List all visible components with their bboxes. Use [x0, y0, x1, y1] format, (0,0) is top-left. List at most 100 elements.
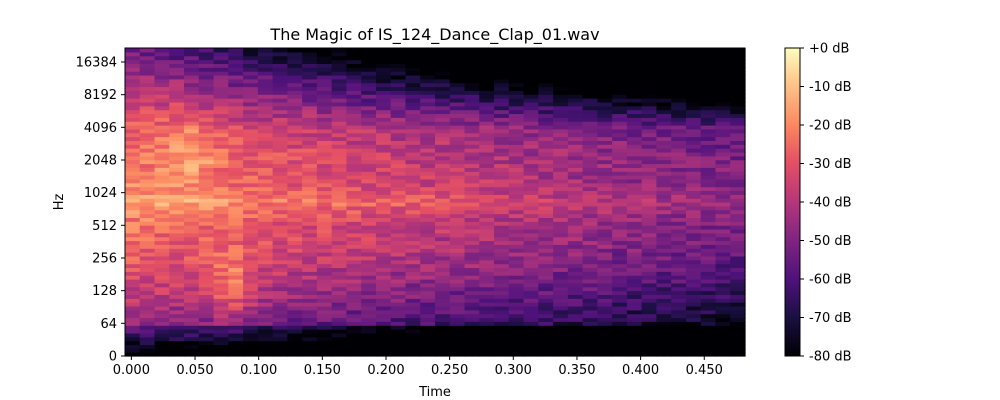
spectrogram-cell: [287, 271, 303, 276]
spectrogram-cell: [125, 136, 141, 141]
spectrogram-cell: [405, 109, 421, 115]
spectrogram-cell: [538, 275, 554, 280]
spectrogram-cell: [538, 113, 554, 118]
spectrogram-cell: [287, 259, 303, 265]
spectrogram-cell: [331, 125, 348, 130]
spectrogram-cell: [213, 302, 229, 307]
spectrogram-cell: [553, 190, 569, 195]
spectrogram-cell: [582, 198, 598, 203]
spectrogram-cell: [656, 71, 672, 76]
spectrogram-cell: [582, 271, 598, 276]
spectrogram-cell: [184, 263, 200, 269]
spectrogram-cell: [553, 148, 569, 153]
spectrogram-cell: [582, 305, 598, 311]
spectrogram-cell: [154, 271, 170, 276]
spectrogram-cell: [169, 255, 185, 261]
spectrogram-cell: [287, 248, 303, 253]
spectrogram-cell: [331, 248, 348, 253]
spectrogram-cell: [287, 182, 303, 188]
spectrogram-cell: [700, 302, 717, 307]
spectrogram-cell: [656, 321, 672, 326]
spectrogram-cell: [685, 321, 702, 326]
spectrogram-cell: [464, 286, 480, 292]
spectrogram-cell: [612, 121, 628, 126]
spectrogram-cell: [671, 186, 687, 192]
spectrogram-cell: [685, 48, 702, 53]
spectrogram-cell: [257, 325, 274, 330]
spectrogram-cell: [523, 136, 539, 141]
spectrogram-cell: [213, 344, 229, 349]
spectrogram-cell: [154, 332, 170, 338]
spectrogram-cell: [612, 255, 628, 261]
spectrogram-cell: [346, 105, 362, 111]
spectrogram-cell: [272, 344, 288, 349]
spectrogram-cell: [582, 332, 598, 338]
spectrogram-cell: [420, 151, 436, 157]
spectrogram-cell: [523, 194, 539, 199]
spectrogram-cell: [302, 259, 318, 265]
spectrogram-cell: [671, 140, 687, 145]
spectrogram-cell: [449, 271, 466, 276]
spectrogram-cell: [464, 282, 480, 288]
spectrogram-cell: [316, 144, 333, 149]
spectrogram-cell: [582, 155, 598, 161]
spectrogram-cell: [523, 267, 539, 272]
spectrogram-cell: [243, 325, 259, 330]
spectrogram-cell: [700, 128, 717, 134]
spectrogram-cell: [553, 55, 569, 61]
spectrogram-cell: [641, 186, 658, 192]
spectrogram-cell: [125, 90, 141, 95]
spectrogram-cell: [567, 175, 584, 180]
spectrogram-cell: [213, 182, 229, 188]
spectrogram-cell: [316, 202, 333, 207]
spectrogram-cell: [494, 228, 510, 234]
spectrogram-cell: [538, 148, 554, 153]
spectrogram-cell: [435, 313, 451, 319]
spectrogram-cell: [567, 136, 584, 141]
spectrogram-cell: [154, 140, 170, 145]
spectrogram-cell: [508, 155, 525, 161]
spectrogram-cell: [449, 144, 466, 149]
spectrogram-cell: [198, 271, 215, 276]
spectrogram-cell: [612, 267, 628, 272]
spectrogram-cell: [331, 98, 348, 103]
spectrogram-cell: [331, 144, 348, 149]
spectrogram-cell: [449, 190, 466, 195]
spectrogram-cell: [198, 275, 215, 280]
spectrogram-cell: [641, 101, 658, 107]
spectrogram-cell: [361, 336, 377, 342]
spectrogram-cell: [375, 51, 392, 57]
spectrogram-cell: [405, 171, 421, 176]
spectrogram-cell: [449, 71, 466, 76]
spectrogram-cell: [538, 271, 554, 276]
spectrogram-cell: [567, 236, 584, 242]
spectrogram-cell: [538, 140, 554, 145]
spectrogram-cell: [523, 279, 539, 284]
spectrogram-cell: [361, 317, 377, 322]
spectrogram-cell: [257, 236, 274, 242]
spectrogram-cell: [567, 167, 584, 172]
spectrogram-cell: [184, 252, 200, 257]
spectrogram-cell: [228, 86, 244, 91]
spectrogram-cell: [272, 182, 288, 188]
spectrogram-cell: [730, 151, 746, 157]
spectrogram-cell: [331, 182, 348, 188]
spectrogram-cell: [302, 90, 318, 95]
spectrogram-cell: [287, 51, 303, 57]
spectrogram-cell: [612, 252, 628, 257]
spectrogram-cell: [272, 101, 288, 107]
spectrogram-cell: [597, 151, 613, 157]
spectrogram-cell: [302, 236, 318, 242]
spectrogram-cell: [626, 344, 643, 349]
spectrogram-cell: [567, 86, 584, 91]
spectrogram-cell: [228, 298, 244, 303]
spectrogram-cell: [125, 225, 141, 230]
spectrogram-cell: [494, 148, 510, 153]
spectrogram-cell: [257, 148, 274, 153]
spectrogram-cell: [405, 325, 421, 330]
spectrogram-cell: [361, 86, 377, 91]
spectrogram-cell: [567, 67, 584, 72]
spectrogram-cell: [125, 217, 141, 222]
spectrogram-cell: [700, 259, 717, 265]
spectrogram-cell: [316, 213, 333, 218]
